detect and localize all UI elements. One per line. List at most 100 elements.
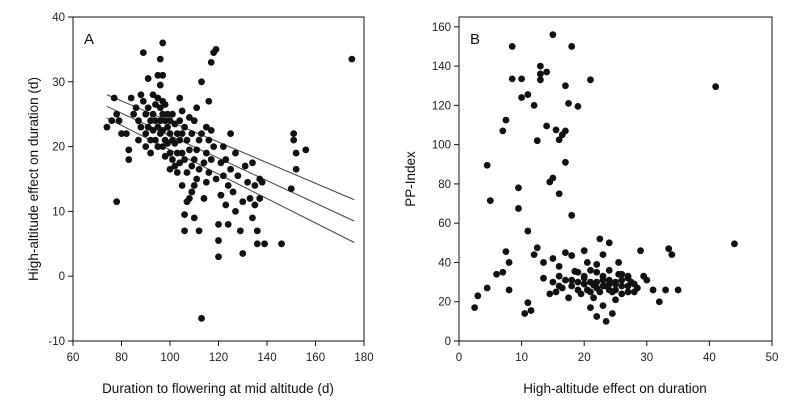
data-point	[292, 165, 300, 173]
data-point	[527, 307, 535, 314]
panel-b-y-tick-label: 160	[432, 22, 451, 34]
data-point	[149, 91, 157, 99]
data-point	[568, 211, 576, 219]
data-point	[171, 139, 179, 147]
data-point	[122, 130, 130, 138]
data-point	[222, 201, 230, 209]
data-point	[649, 286, 657, 294]
data-point	[202, 178, 210, 186]
data-point	[521, 310, 529, 317]
data-point	[253, 240, 261, 248]
data-point	[159, 143, 167, 151]
data-point	[156, 55, 164, 63]
data-point	[292, 149, 300, 157]
panel-b-x-axis: 0 10 20 30 40 50	[456, 341, 779, 364]
data-point	[618, 270, 626, 278]
data-point	[499, 127, 507, 135]
data-point	[202, 149, 210, 157]
panel-a-y-tick-label: 30	[52, 77, 65, 89]
data-point	[176, 136, 184, 144]
data-point	[207, 156, 215, 163]
data-point	[154, 123, 162, 131]
panel-b-y-tick-label: 20	[438, 297, 451, 309]
data-point	[518, 75, 525, 83]
data-point	[533, 137, 541, 145]
data-point	[574, 278, 582, 286]
data-point	[624, 272, 632, 280]
data-point	[261, 240, 268, 248]
data-point	[232, 149, 239, 157]
data-point	[552, 126, 560, 134]
panel-a-x-tick-label: 180	[354, 352, 373, 364]
data-point	[198, 314, 205, 322]
data-point	[549, 278, 557, 286]
panel-b-y-tick-label: 60	[438, 218, 451, 230]
data-point	[215, 253, 222, 261]
panel-a-y-axis: -10 0 10 20 30 40	[48, 12, 73, 348]
data-point	[224, 220, 232, 228]
data-point	[198, 130, 205, 138]
data-point	[186, 114, 193, 121]
panel-a-x-axis-title: Duration to flowering at mid altitude (d…	[102, 381, 334, 396]
data-point	[224, 182, 232, 189]
data-point	[587, 266, 594, 274]
data-point	[149, 110, 157, 118]
data-point	[540, 259, 547, 266]
data-point	[171, 162, 179, 170]
data-point	[290, 130, 298, 138]
data-point	[618, 282, 626, 290]
data-point	[605, 266, 613, 274]
data-point	[156, 81, 164, 89]
data-point	[125, 146, 133, 154]
panel-b-x-tick-label: 0	[456, 352, 462, 364]
panel-b-points	[471, 31, 738, 325]
data-point	[568, 252, 576, 259]
panel-a-x-tick-label: 100	[160, 352, 179, 364]
data-point	[186, 146, 193, 154]
panel-b: 0 10 20 30 40 50 0 20 40 60 80 100 120 140 160 B High…	[403, 16, 779, 396]
panel-b-x-axis-title: High-altitude effect on duration	[523, 381, 707, 396]
data-point	[599, 276, 607, 284]
data-point	[287, 185, 295, 193]
data-point	[562, 127, 569, 135]
data-point	[505, 286, 513, 294]
data-point	[159, 110, 167, 118]
data-point	[118, 130, 125, 138]
data-point	[108, 117, 116, 125]
data-point	[181, 227, 188, 235]
data-point	[290, 136, 298, 144]
data-point	[486, 197, 494, 205]
data-point	[253, 227, 261, 235]
data-point	[142, 143, 150, 151]
panel-a-x-tick-label: 120	[209, 352, 228, 364]
data-point	[668, 251, 676, 258]
data-point	[227, 130, 235, 138]
data-point	[251, 182, 259, 189]
data-point	[555, 190, 563, 198]
data-point	[612, 280, 619, 288]
data-point	[665, 245, 673, 253]
data-point	[147, 117, 155, 125]
data-point	[549, 174, 557, 182]
data-point	[474, 292, 482, 300]
data-point	[565, 100, 572, 107]
data-point	[198, 78, 205, 86]
panel-b-y-tick-label: 0	[445, 336, 451, 348]
data-point	[562, 158, 569, 166]
data-point	[127, 94, 135, 102]
data-point	[593, 261, 601, 268]
data-point	[169, 156, 176, 163]
data-point	[183, 169, 191, 176]
panel-a-x-tick-label: 160	[306, 352, 325, 364]
data-point	[178, 182, 186, 189]
panel-a: 60 80 100 120 140 160 180 -10 0 10 20 30 40 A Durat…	[26, 12, 374, 396]
data-point	[599, 282, 607, 290]
panel-b-x-tick-label: 50	[766, 352, 779, 364]
data-point	[205, 136, 213, 144]
data-point	[605, 286, 613, 294]
data-point	[530, 251, 538, 258]
data-point	[113, 198, 121, 206]
data-point	[110, 94, 118, 102]
data-point	[583, 259, 591, 266]
